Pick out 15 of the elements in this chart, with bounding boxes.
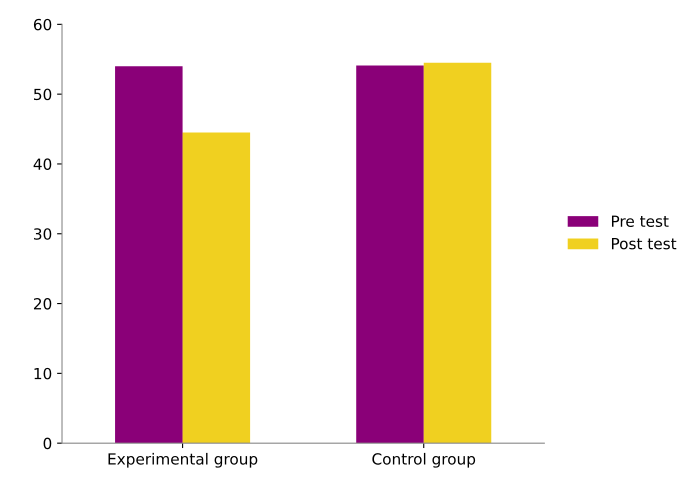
y-tick-label: 50: [34, 88, 52, 100]
bar: [356, 66, 424, 444]
y-tick-label: 60: [34, 18, 52, 30]
y-tick-label: 30: [34, 228, 52, 240]
y-tick-label: 0: [44, 438, 52, 450]
y-tick-label: 40: [34, 158, 52, 170]
x-tick-label: Control group: [372, 452, 476, 468]
legend-label: Post test: [612, 238, 676, 250]
bar: [182, 132, 250, 444]
bar: [115, 66, 183, 444]
y-tick-label: 10: [34, 368, 52, 380]
y-tick-label: 20: [34, 298, 52, 310]
x-tick-label: Experimental group: [108, 452, 258, 468]
legend-label: Pre test: [612, 216, 669, 227]
bar: [424, 62, 492, 444]
